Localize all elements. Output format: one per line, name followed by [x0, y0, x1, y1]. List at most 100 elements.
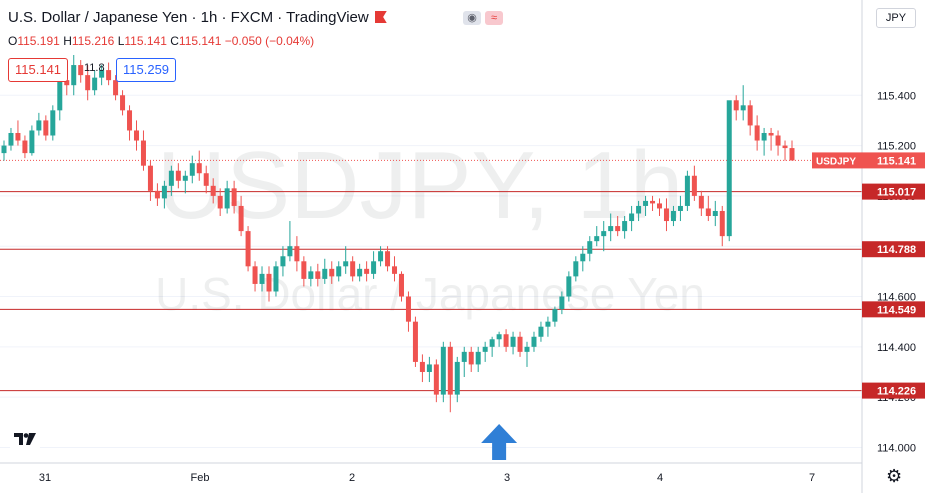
candle — [587, 236, 593, 262]
indicator-button[interactable]: ≈ — [485, 11, 503, 25]
candle-body — [440, 346, 446, 395]
candle — [364, 261, 370, 282]
candle — [1, 140, 7, 161]
candle — [622, 216, 628, 239]
candle-body — [447, 346, 453, 395]
candle-body — [615, 226, 621, 232]
candle-body — [287, 246, 293, 257]
candle-body — [182, 175, 188, 181]
candle-body — [433, 364, 439, 395]
candle-body — [168, 170, 174, 186]
high-value: 115.216 — [71, 34, 115, 48]
candle-body — [189, 163, 195, 176]
candle — [573, 256, 579, 282]
candle-body — [691, 175, 697, 196]
candle — [552, 306, 558, 327]
y-tick-label: 114.400 — [877, 342, 916, 354]
candle-body — [524, 346, 530, 352]
candle-body — [775, 135, 781, 146]
candle-body — [371, 261, 377, 274]
candle-body — [566, 276, 572, 297]
candle — [203, 165, 209, 194]
candle-body — [92, 77, 98, 91]
candle — [71, 55, 77, 96]
candle — [343, 246, 349, 274]
candle-body — [140, 140, 146, 166]
flag-icon[interactable] — [374, 11, 387, 23]
candle — [636, 200, 642, 222]
candle-body — [238, 205, 244, 232]
open-value: 115.191 — [17, 34, 60, 48]
candle — [259, 266, 265, 292]
candle — [315, 263, 321, 287]
tradingview-logo[interactable] — [10, 425, 40, 451]
candle — [426, 356, 432, 383]
candle — [419, 354, 425, 383]
candle-body — [113, 80, 119, 96]
candle — [154, 183, 160, 206]
candle-body — [252, 266, 258, 284]
candle — [92, 70, 98, 96]
candle — [726, 100, 732, 242]
candle — [789, 140, 795, 161]
candle-body — [329, 268, 335, 277]
candle — [698, 190, 704, 217]
candle-body — [475, 351, 481, 365]
candle-body — [629, 213, 635, 222]
candle-body — [559, 296, 565, 310]
x-tick-label: 31 — [39, 472, 51, 484]
symbol-title[interactable]: U.S. Dollar / Japanese Yen · 1h · FXCM ·… — [8, 9, 369, 26]
level-price-tag — [862, 183, 925, 200]
candle — [775, 130, 781, 156]
candle-body — [50, 110, 56, 136]
up-arrow — [481, 424, 518, 460]
candle-body — [489, 339, 495, 347]
candle-body — [573, 261, 579, 277]
currency-selector[interactable]: JPY — [876, 8, 916, 28]
candle-body — [636, 205, 642, 214]
candle — [329, 261, 335, 284]
candle-body — [538, 326, 544, 337]
candle-body — [217, 195, 223, 209]
candle — [398, 271, 404, 302]
candle-body — [245, 231, 251, 267]
level-price-label: 114.226 — [877, 386, 916, 398]
candle — [747, 100, 753, 136]
candle — [705, 195, 711, 222]
candle — [252, 261, 258, 292]
candle — [531, 331, 537, 352]
candle — [196, 150, 202, 181]
sell-button[interactable]: 115.141 — [8, 58, 69, 82]
y-tick-label: 114.000 — [877, 442, 916, 454]
candle — [566, 271, 572, 302]
candle — [113, 75, 119, 101]
low-value: 115.141 — [124, 34, 167, 48]
candle — [294, 236, 300, 272]
buy-button[interactable]: 115.259 — [116, 58, 177, 82]
candle-body — [650, 200, 656, 204]
candle-body — [747, 105, 753, 126]
candle-body — [461, 351, 467, 362]
watermark-symbol: USDJPY, 1h — [157, 132, 684, 239]
candle-body — [468, 351, 474, 365]
eye-icon[interactable]: ◉ — [463, 11, 481, 25]
candle — [8, 127, 14, 151]
gear-icon[interactable]: ⚙ — [886, 466, 903, 486]
candle-body — [587, 241, 593, 254]
candle — [378, 246, 384, 267]
candle-body — [789, 148, 795, 161]
x-tick-label: 7 — [809, 472, 815, 484]
candle-body — [322, 268, 328, 279]
support-resistance-levels — [0, 191, 862, 392]
candle-body — [15, 132, 21, 141]
candle-body — [385, 251, 391, 267]
candle-body — [392, 266, 398, 274]
candle — [385, 246, 391, 272]
candle — [496, 331, 502, 347]
candle-body — [154, 190, 160, 199]
candle-body — [120, 95, 126, 111]
candle — [657, 198, 663, 217]
candle-body — [677, 205, 683, 211]
